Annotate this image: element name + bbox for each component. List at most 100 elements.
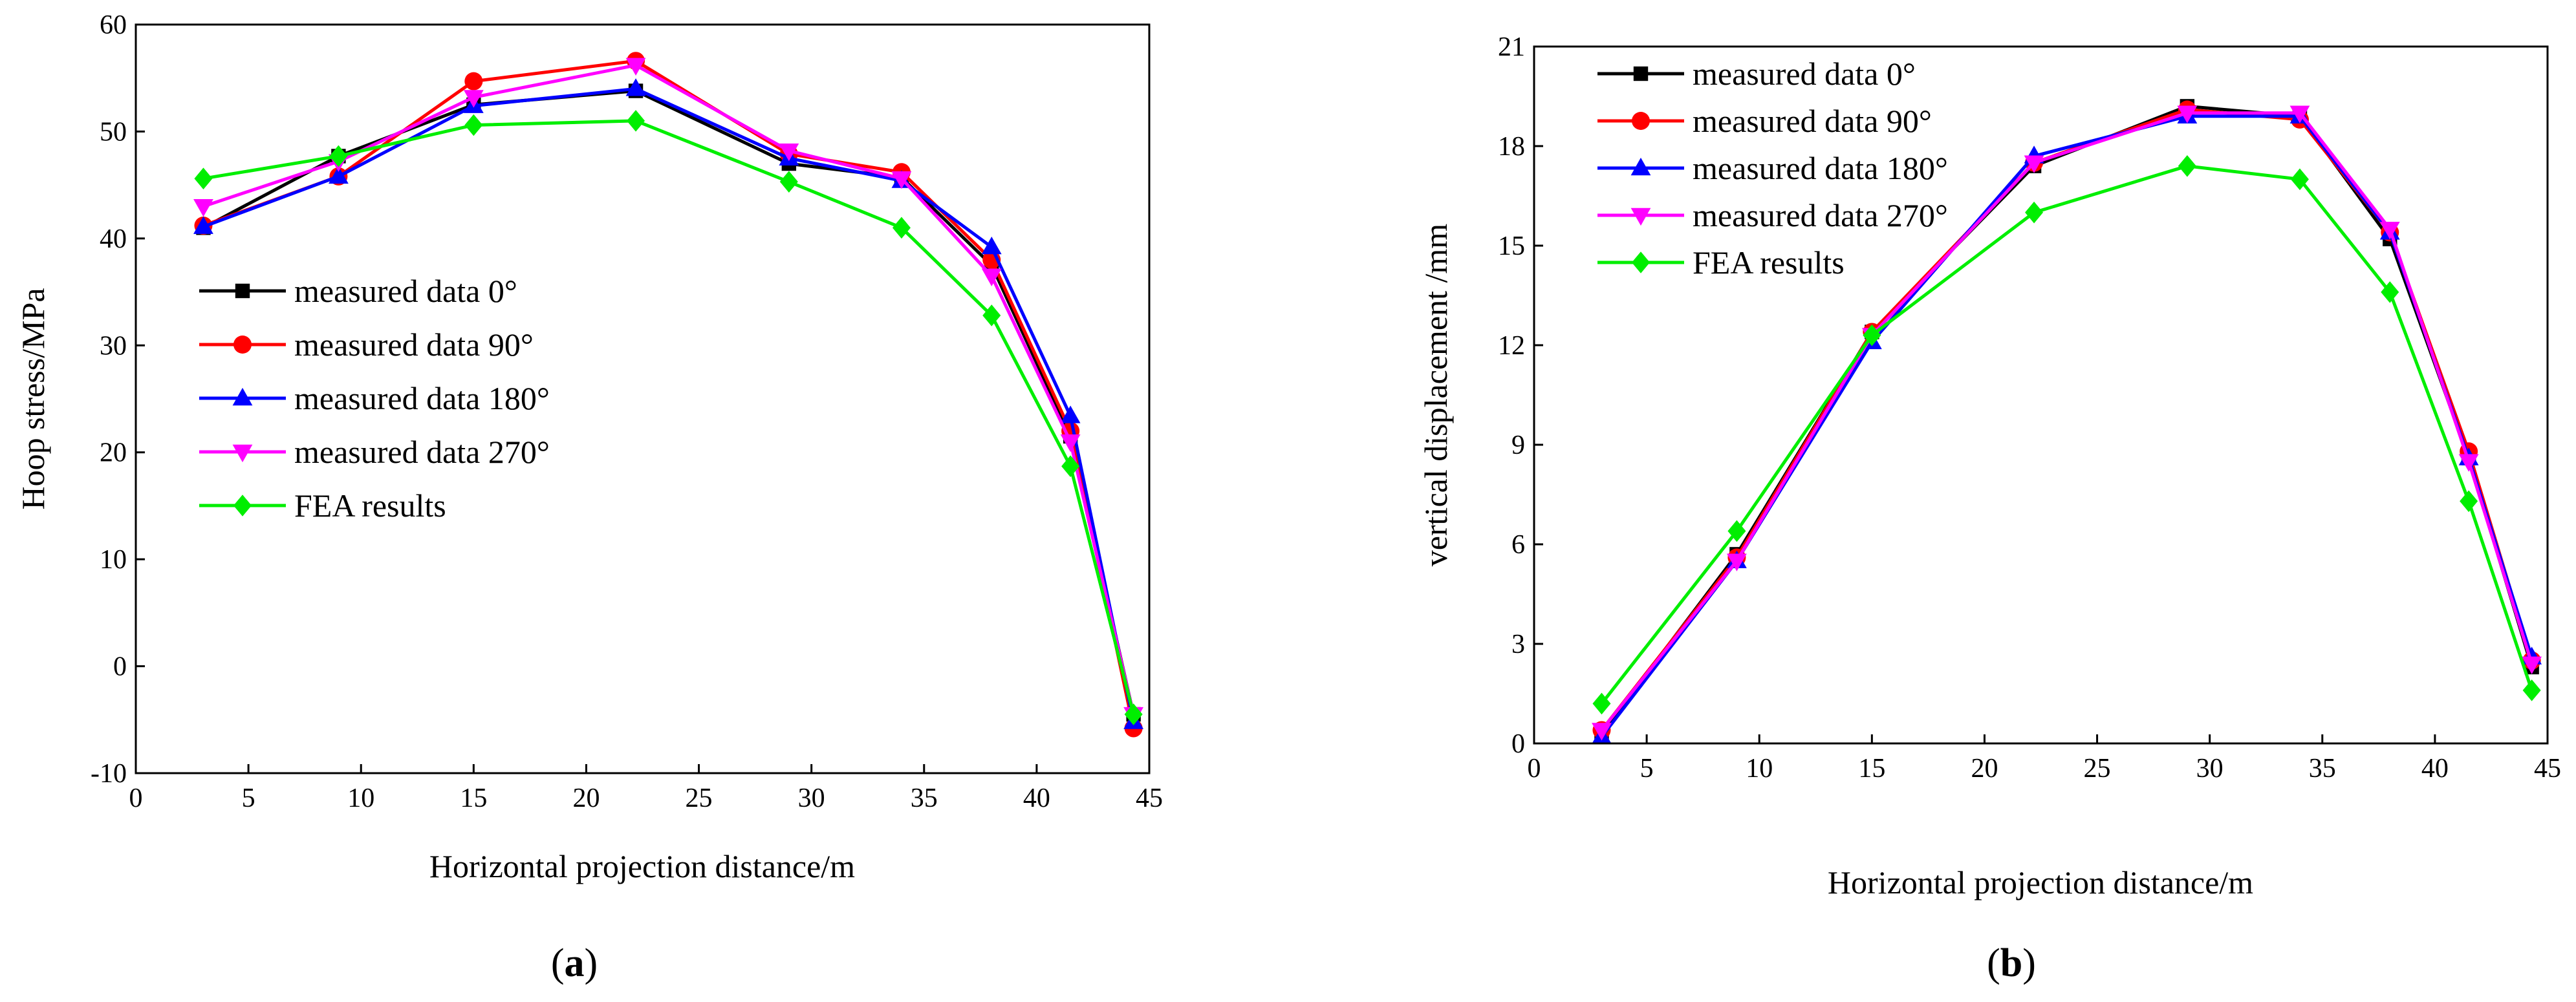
x-axis-label-b: Horizontal projection distance/m — [1828, 864, 2253, 901]
y-tick-label-b-3: 9 — [1511, 431, 1525, 460]
legend-marker-b-3 — [1630, 208, 1651, 226]
data-point-a-4-3 — [627, 110, 645, 132]
axes-frame-b — [1533, 45, 2549, 745]
legend-label-b-1: measured data 90° — [1693, 103, 1932, 139]
legend-marker-b-1 — [1632, 112, 1650, 130]
x-tick-label-a-2: 10 — [347, 783, 374, 813]
y-tick-label-a-1: 0 — [113, 652, 127, 682]
chart-panel-b: 0 5 10 15 20 25 30 35 40 45 0 3 6 9 12 15 18 21 measured … — [1418, 32, 2561, 985]
legend-b: measured data 0° measured data 90° measu… — [1597, 56, 1948, 281]
data-point-a-2-1 — [329, 165, 349, 184]
legend-item-a-2: measured data 180° — [199, 380, 550, 416]
plot-area-b — [1592, 99, 2542, 744]
data-point-a-2-7 — [1060, 405, 1081, 423]
data-point-b-3-8 — [2522, 656, 2542, 674]
data-point-b-3-4 — [2177, 105, 2198, 123]
y-tick-label-a-0: -10 — [91, 759, 127, 789]
y-tick-label-a-3: 20 — [100, 438, 127, 468]
ticks-b: 0 5 10 15 20 25 30 35 40 45 0 3 6 9 12 15 18 21 — [1498, 32, 2561, 783]
x-tick-label-a-9: 45 — [1136, 783, 1163, 813]
x-tick-label-b-0: 0 — [1528, 754, 1541, 783]
x-tick-label-a-5: 25 — [686, 783, 713, 813]
data-point-b-4-1 — [1727, 520, 1746, 542]
data-point-b-3-1 — [1727, 553, 1747, 571]
data-point-b-3-6 — [2379, 222, 2400, 240]
y-axis-label-b: vertical displacement /mm — [1418, 224, 1454, 566]
legend-marker-a-1 — [233, 336, 252, 354]
data-point-b-3-0 — [1592, 723, 1612, 741]
legend-label-a-0: measured data 0° — [294, 273, 517, 309]
data-point-a-4-4 — [779, 171, 798, 193]
panel-label-a: (a) — [551, 941, 598, 985]
data-point-b-4-8 — [2522, 679, 2541, 701]
x-tick-label-a-0: 0 — [129, 783, 143, 813]
x-tick-label-a-7: 35 — [911, 783, 938, 813]
x-tick-label-a-1: 5 — [242, 783, 255, 813]
data-point-a-1-2 — [464, 72, 483, 91]
data-point-b-4-3 — [2025, 201, 2044, 224]
y-tick-label-a-7: 60 — [100, 10, 127, 40]
data-point-a-2-3 — [625, 78, 646, 96]
x-tick-label-b-1: 5 — [1640, 754, 1654, 783]
y-tick-label-a-4: 30 — [100, 331, 127, 361]
data-point-a-4-2 — [464, 114, 483, 136]
legend-item-b-4: FEA results — [1597, 244, 1845, 281]
data-point-b-4-5 — [2290, 168, 2309, 191]
x-tick-label-a-8: 40 — [1023, 783, 1050, 813]
data-point-b-4-2 — [1863, 324, 1881, 346]
data-point-a-4-1 — [329, 145, 348, 167]
data-point-a-4-7 — [1061, 455, 1080, 478]
data-point-a-2-0 — [193, 216, 213, 234]
axes-frame-a — [135, 23, 1151, 774]
x-axis-label-a: Horizontal projection distance/m — [429, 848, 855, 884]
legend-item-b-1: measured data 90° — [1597, 103, 1932, 139]
x-tick-label-a-4: 20 — [572, 783, 600, 813]
legend-marker-a-4 — [233, 495, 252, 517]
data-point-b-3-7 — [2458, 454, 2479, 472]
legend-item-b-0: measured data 0° — [1597, 56, 1916, 92]
panel-label-b: (b) — [1987, 941, 2036, 985]
legend-label-b-3: measured data 270° — [1693, 197, 1948, 233]
x-tick-label-b-5: 25 — [2084, 754, 2111, 783]
plot-area-a — [193, 52, 1144, 738]
data-point-a-4-8 — [1124, 703, 1143, 725]
data-point-b-3-5 — [2289, 105, 2310, 123]
legend-marker-a-0 — [235, 283, 250, 299]
legend-label-b-0: measured data 0° — [1693, 56, 1916, 92]
y-tick-label-b-7: 21 — [1498, 32, 1525, 62]
data-point-a-3-5 — [891, 171, 912, 189]
data-point-a-3-4 — [779, 144, 799, 162]
y-tick-label-b-5: 15 — [1498, 231, 1525, 261]
legend-marker-b-2 — [1630, 157, 1651, 176]
y-tick-label-b-4: 12 — [1498, 331, 1525, 361]
y-tick-label-a-5: 40 — [100, 224, 127, 254]
x-tick-label-b-7: 35 — [2309, 754, 2336, 783]
data-point-a-3-6 — [981, 268, 1002, 286]
data-point-a-4-5 — [892, 217, 911, 239]
legend-marker-a-2 — [232, 387, 253, 406]
x-tick-label-a-3: 15 — [460, 783, 487, 813]
y-tick-label-b-2: 6 — [1511, 530, 1525, 560]
y-tick-label-a-2: 10 — [100, 545, 127, 575]
y-tick-label-b-6: 18 — [1498, 132, 1525, 162]
x-tick-label-b-4: 20 — [1971, 754, 1998, 783]
data-point-a-2-6 — [981, 236, 1002, 255]
x-tick-label-b-8: 40 — [2421, 754, 2449, 783]
legend-label-b-4: FEA results — [1693, 244, 1845, 281]
legend-marker-b-0 — [1633, 66, 1649, 81]
y-tick-label-b-0: 0 — [1511, 729, 1525, 759]
data-point-a-3-2 — [463, 90, 484, 108]
data-point-b-4-0 — [1592, 692, 1611, 715]
series-line-a-4 — [203, 119, 1136, 715]
y-axis-label-a: Hoop stress/MPa — [15, 288, 51, 509]
legend-item-a-0: measured data 0° — [199, 273, 517, 309]
legend-item-a-1: measured data 90° — [199, 326, 534, 363]
legend-label-a-2: measured data 180° — [294, 380, 550, 416]
legend-label-b-2: measured data 180° — [1693, 150, 1948, 186]
data-point-b-4-6 — [2381, 281, 2399, 303]
data-point-b-4-4 — [2178, 155, 2196, 177]
data-point-a-3-3 — [625, 58, 646, 76]
data-point-a-4-0 — [194, 167, 213, 190]
x-tick-label-b-2: 10 — [1746, 754, 1773, 783]
